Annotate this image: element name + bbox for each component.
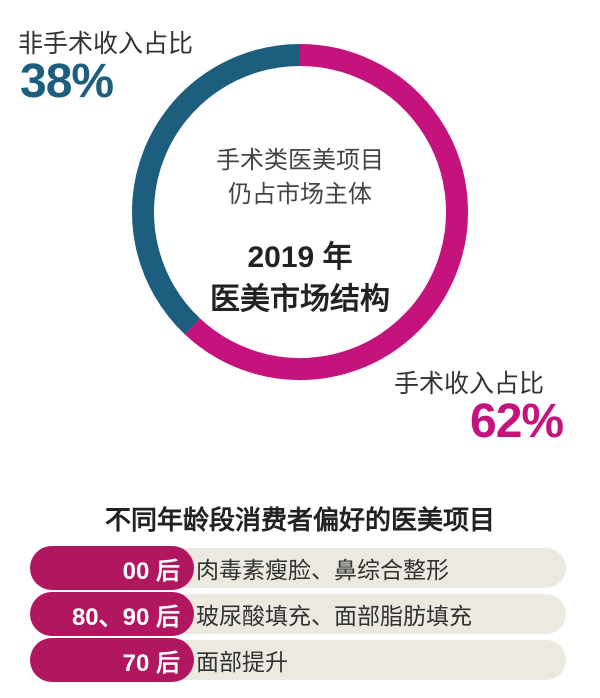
row-group-tag: 80、90 后: [30, 592, 194, 636]
row-items: 面部提升: [180, 640, 566, 680]
row-group-tag: 00 后: [30, 546, 194, 590]
row-group-tag: 70 后: [30, 638, 194, 682]
center-caption-line-2: 仍占市场主体: [228, 181, 372, 208]
chart-subtitle: 医美市场结构: [210, 283, 390, 316]
donut-chart: [132, 44, 468, 380]
donut-slice-1: [185, 44, 468, 380]
slice-label-non-surgical-value: 38%: [20, 55, 114, 108]
table-row: 玻尿酸填充、面部脂肪填充 80、90 后: [30, 592, 566, 636]
donut-chart-area: 手术类医美项目 仍占市场主体 2019 年 医美市场结构 非手术收入占比 38%…: [18, 30, 564, 448]
row-items: 玻尿酸填充、面部脂肪填充: [180, 594, 566, 634]
center-caption-line-1: 手术类医美项目: [216, 147, 384, 174]
slice-label-surgical-name: 手术收入占比: [394, 370, 545, 398]
table-title: 不同年龄段消费者偏好的医美项目: [104, 505, 495, 535]
slice-label-surgical-value: 62%: [470, 395, 564, 448]
chart-title: 2019 年: [247, 241, 353, 274]
table-row: 面部提升 70 后: [30, 638, 566, 682]
table-row: 肉毒素瘦脸、鼻综合整形 00 后: [30, 546, 566, 590]
donut-slice-0: [132, 44, 301, 335]
row-items: 肉毒素瘦脸、鼻综合整形: [180, 548, 566, 588]
slice-label-non-surgical-name: 非手术收入占比: [18, 30, 194, 58]
